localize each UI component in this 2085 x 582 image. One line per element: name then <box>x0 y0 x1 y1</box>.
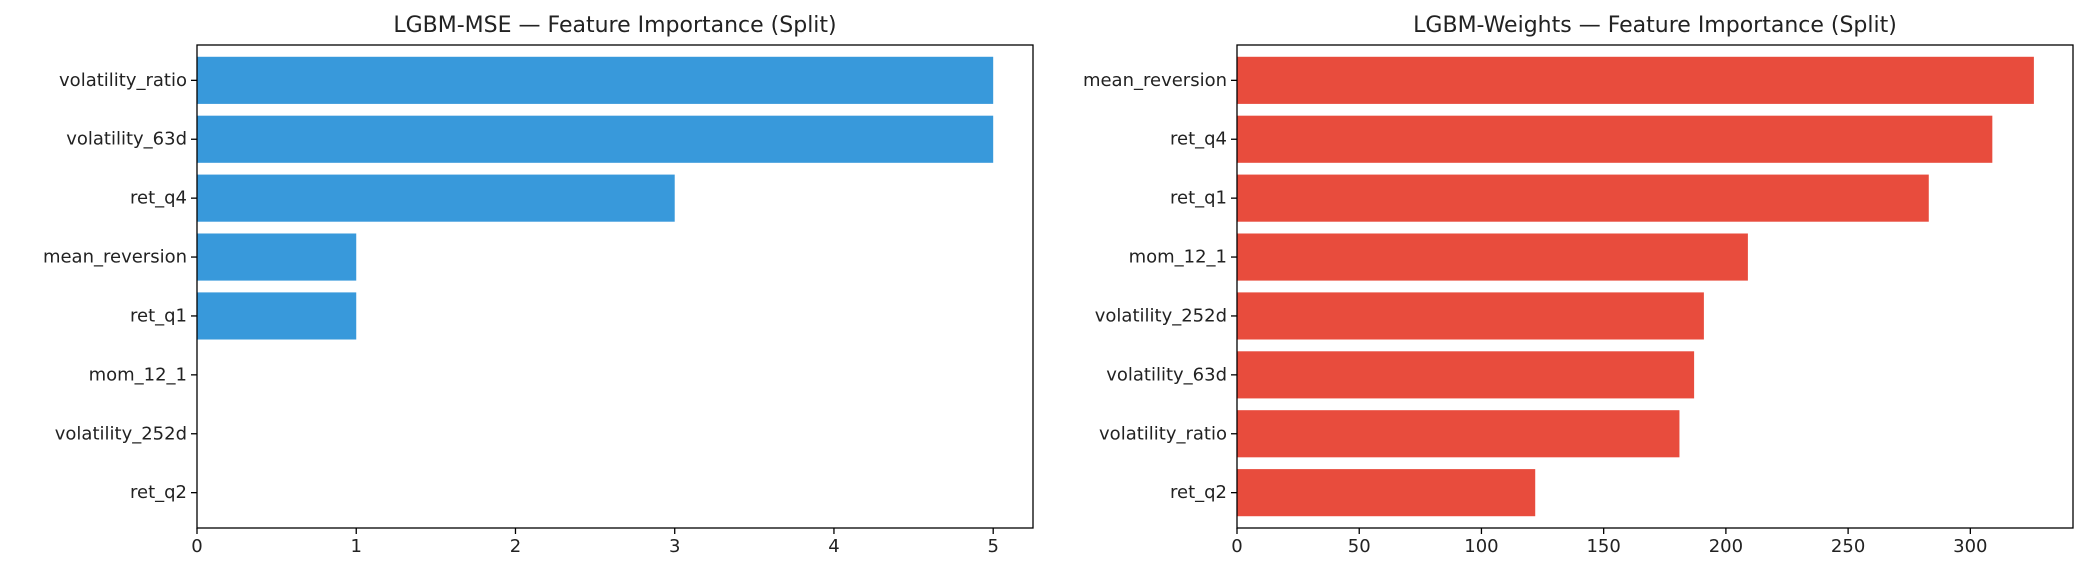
bar-weights-mom-12-1 <box>1237 233 1748 281</box>
bar-weights-volatility-252d <box>1237 292 1704 340</box>
category-label: ret_q1 <box>1170 188 1227 209</box>
x-tick-label: 0 <box>191 536 202 557</box>
category-label: volatility_63d <box>66 129 187 150</box>
bar-weights-ret-q2 <box>1237 469 1536 517</box>
plot-frame <box>196 44 1034 529</box>
category-label: volatility_ratio <box>59 70 187 91</box>
bar-weights-ret-q4 <box>1237 115 1993 163</box>
category-label: volatility_ratio <box>1099 423 1227 444</box>
bar-mse-ret-q4 <box>197 174 675 222</box>
category-label: ret_q4 <box>1170 129 1227 150</box>
plot-frame <box>1236 44 2074 529</box>
x-tick-label: 4 <box>828 536 839 557</box>
bar-mse-volatility-ratio <box>197 56 994 104</box>
x-tick-label: 3 <box>669 536 680 557</box>
chart-panel-mse: volatility_ratio volatility_63d ret_q4mean… <box>43 13 1034 557</box>
x-tick-label: 50 <box>1348 536 1371 557</box>
category-label: mean_reversion <box>1083 70 1227 91</box>
bar-mse-ret-q1 <box>197 292 357 340</box>
bar-weights-ret-q1 <box>1237 174 1929 222</box>
category-label: ret_q2 <box>130 482 187 503</box>
x-tick-label: 200 <box>1709 536 1743 557</box>
x-tick-label: 5 <box>987 536 998 557</box>
bar-weights-mean-reversion <box>1237 56 2034 104</box>
x-tick-label: 300 <box>1953 536 1987 557</box>
category-label: mom_12_1 <box>89 364 187 385</box>
x-tick-label: 2 <box>510 536 521 557</box>
x-tick-label: 250 <box>1831 536 1865 557</box>
x-tick-label: 1 <box>351 536 362 557</box>
bar-mse-volatility-63d <box>197 115 994 163</box>
category-label: mom_12_1 <box>1129 247 1227 268</box>
category-label: volatility_252d <box>1095 305 1227 326</box>
bar-weights-volatility-ratio <box>1237 410 1680 458</box>
chart-title: LGBM-Weights — Feature Importance (Split… <box>1413 13 1897 38</box>
x-tick-label: 150 <box>1586 536 1620 557</box>
bar-weights-volatility-63d <box>1237 351 1695 399</box>
category-label: volatility_63d <box>1106 364 1227 385</box>
chart-panel-weights: mean_reversion ret_q4 ret_q1 mom_12_1volati… <box>1083 13 2074 557</box>
category-label: mean_reversion <box>43 247 187 268</box>
x-tick-label: 0 <box>1231 536 1242 557</box>
x-tick-label: 100 <box>1464 536 1498 557</box>
category-label: volatility_252d <box>55 423 187 444</box>
category-label: ret_q4 <box>130 188 187 209</box>
category-label: ret_q1 <box>130 305 187 326</box>
category-label: ret_q2 <box>1170 482 1227 503</box>
bar-mse-mean-reversion <box>197 233 357 281</box>
chart-title: LGBM-MSE — Feature Importance (Split) <box>393 13 836 38</box>
